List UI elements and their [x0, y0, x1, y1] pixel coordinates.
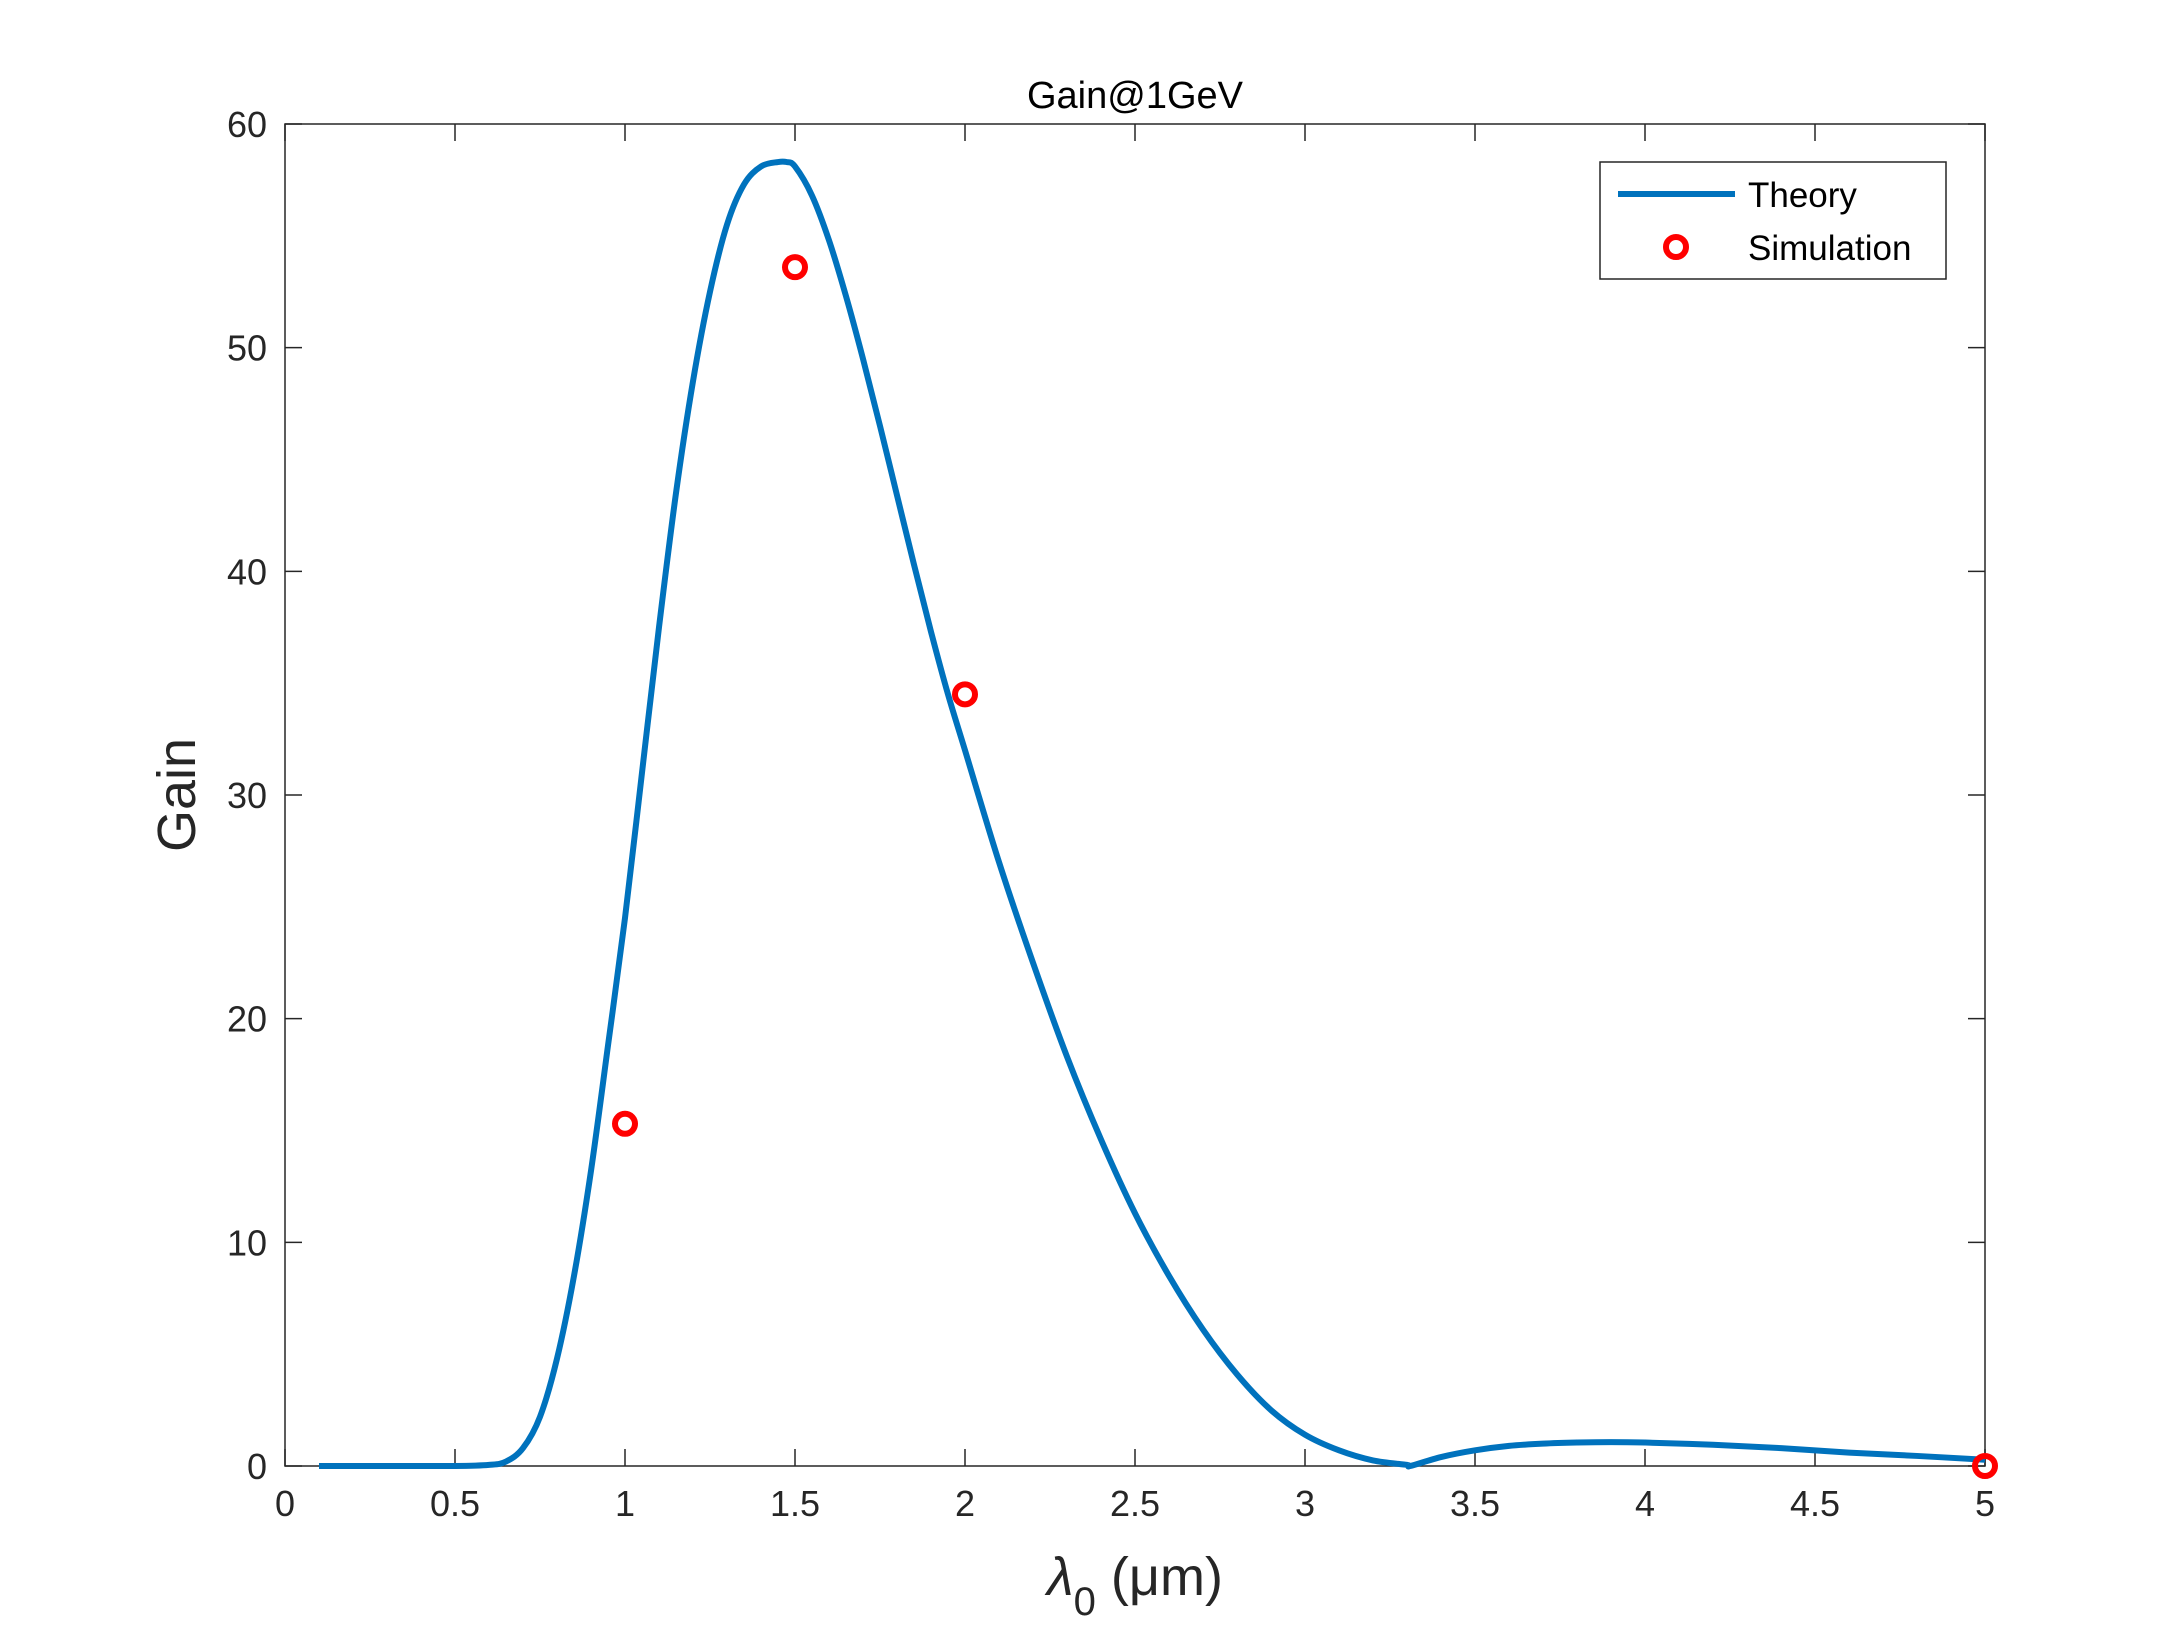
- series-layer: [318, 158, 1998, 1479]
- theory-line: [318, 158, 1986, 1470]
- legend-simulation-swatch: [1663, 234, 1689, 260]
- y-tick-label: 50: [227, 328, 267, 369]
- legend: Theory Simulation: [1599, 161, 1947, 280]
- y-tick-label: 40: [227, 551, 267, 592]
- x-tick-label: 0: [275, 1483, 295, 1524]
- x-tick-labels: 0 0.5 1 1.5 2 2.5 3 3.5 4 4.5 5: [275, 1483, 1995, 1524]
- legend-simulation-label: Simulation: [1748, 229, 1911, 268]
- x-tick-label: 1: [615, 1483, 635, 1524]
- x-axis-label: λ0 (μm): [1044, 1547, 1223, 1624]
- legend-theory-label: Theory: [1748, 176, 1857, 215]
- simulation-point: [612, 1110, 638, 1137]
- axes-box: [284, 123, 1986, 1467]
- y-axis-label: Gain: [147, 738, 207, 852]
- x-tick-label: 3: [1295, 1483, 1315, 1524]
- simulation-point: [1972, 1453, 1998, 1479]
- x-tick-label: 4: [1635, 1483, 1655, 1524]
- simulation-point: [952, 681, 978, 708]
- x-tick-label: 2.5: [1110, 1483, 1160, 1524]
- y-tick-labels: 0 10 20 30 40 50 60: [227, 104, 267, 1487]
- simulation-point: [782, 254, 808, 281]
- x-tick-label: 4.5: [1790, 1483, 1840, 1524]
- y-tick-label: 20: [227, 999, 267, 1040]
- x-tick-label: 1.5: [770, 1483, 820, 1524]
- y-tick-label: 60: [227, 104, 267, 145]
- x-axis-label-subscript: 0: [1074, 1580, 1096, 1624]
- x-axis-label-unit: (μm): [1096, 1547, 1223, 1607]
- y-tick-label: 10: [227, 1222, 267, 1263]
- y-tick-label: 0: [247, 1446, 267, 1487]
- y-tick-label: 30: [227, 775, 267, 816]
- x-tick-label: 2: [955, 1483, 975, 1524]
- x-axis-label-symbol: λ: [1044, 1547, 1074, 1607]
- x-tick-label: 5: [1975, 1483, 1995, 1524]
- x-tick-label: 3.5: [1450, 1483, 1500, 1524]
- x-tick-label: 0.5: [430, 1483, 480, 1524]
- chart-title: Gain@1GeV: [1027, 75, 1244, 117]
- legend-box: [1599, 161, 1947, 280]
